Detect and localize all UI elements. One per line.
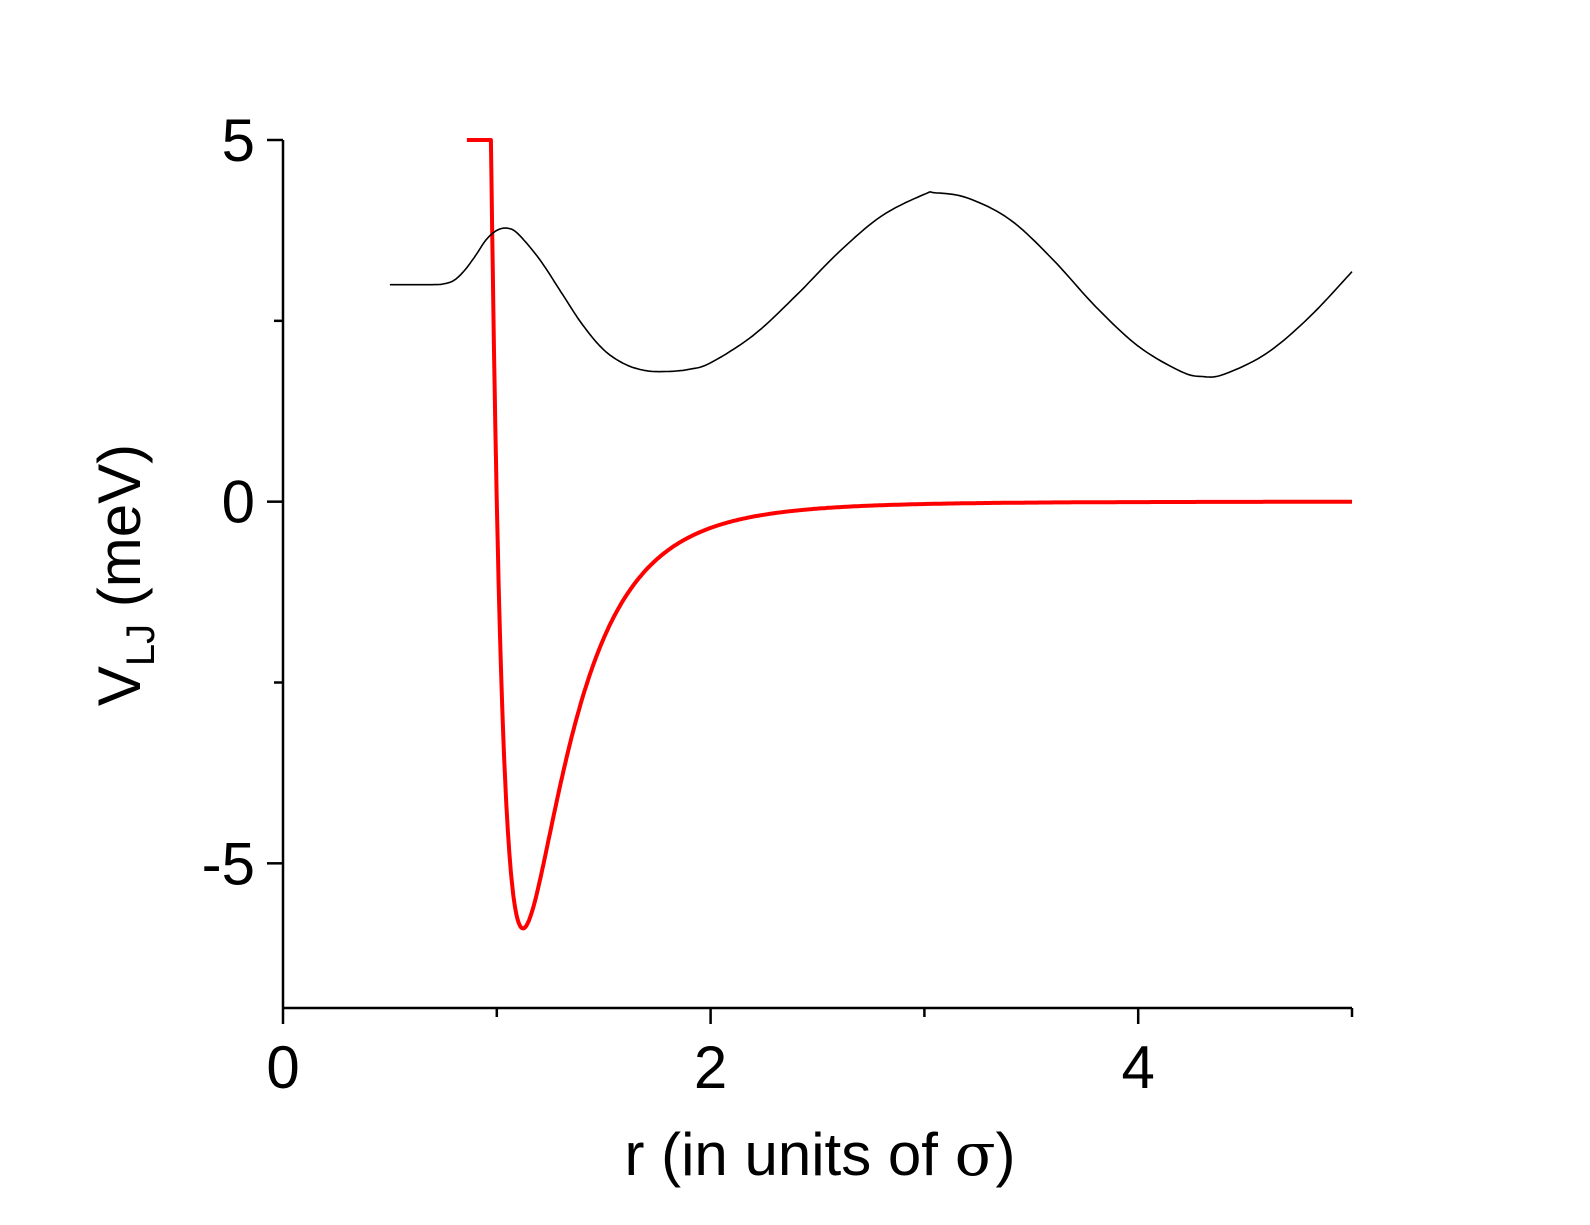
x-axis-label-prefix: r (in units of (624, 1121, 954, 1188)
lennard-jones-curve (465, 138, 1352, 931)
oscillating-curve (389, 191, 1353, 378)
ticks (267, 138, 1354, 1024)
x-tick-label: 0 (266, 1034, 299, 1101)
x-tick-label: 2 (694, 1034, 727, 1101)
axes (281, 140, 1352, 1010)
y-axis-label: VLJ (meV) (86, 444, 163, 706)
y-tick-label: -5 (202, 830, 255, 897)
tick-labels: 0 2 4 5 0 -5 (202, 107, 1155, 1101)
plot-lines (389, 138, 1353, 931)
y-tick-label: 5 (222, 107, 255, 174)
y-axis-label-suffix: (meV) (86, 444, 153, 624)
x-tick-label: 4 (1122, 1034, 1155, 1101)
x-axis-label-suffix: ) (996, 1121, 1016, 1188)
x-axis-label-sigma: σ (955, 1120, 996, 1190)
y-tick-label: 0 (222, 469, 255, 536)
y-axis-label-subscript: LJ (119, 624, 163, 666)
x-axis-label: r (in units of σ) (624, 1120, 1015, 1190)
y-axis-label-main: V (86, 666, 153, 706)
